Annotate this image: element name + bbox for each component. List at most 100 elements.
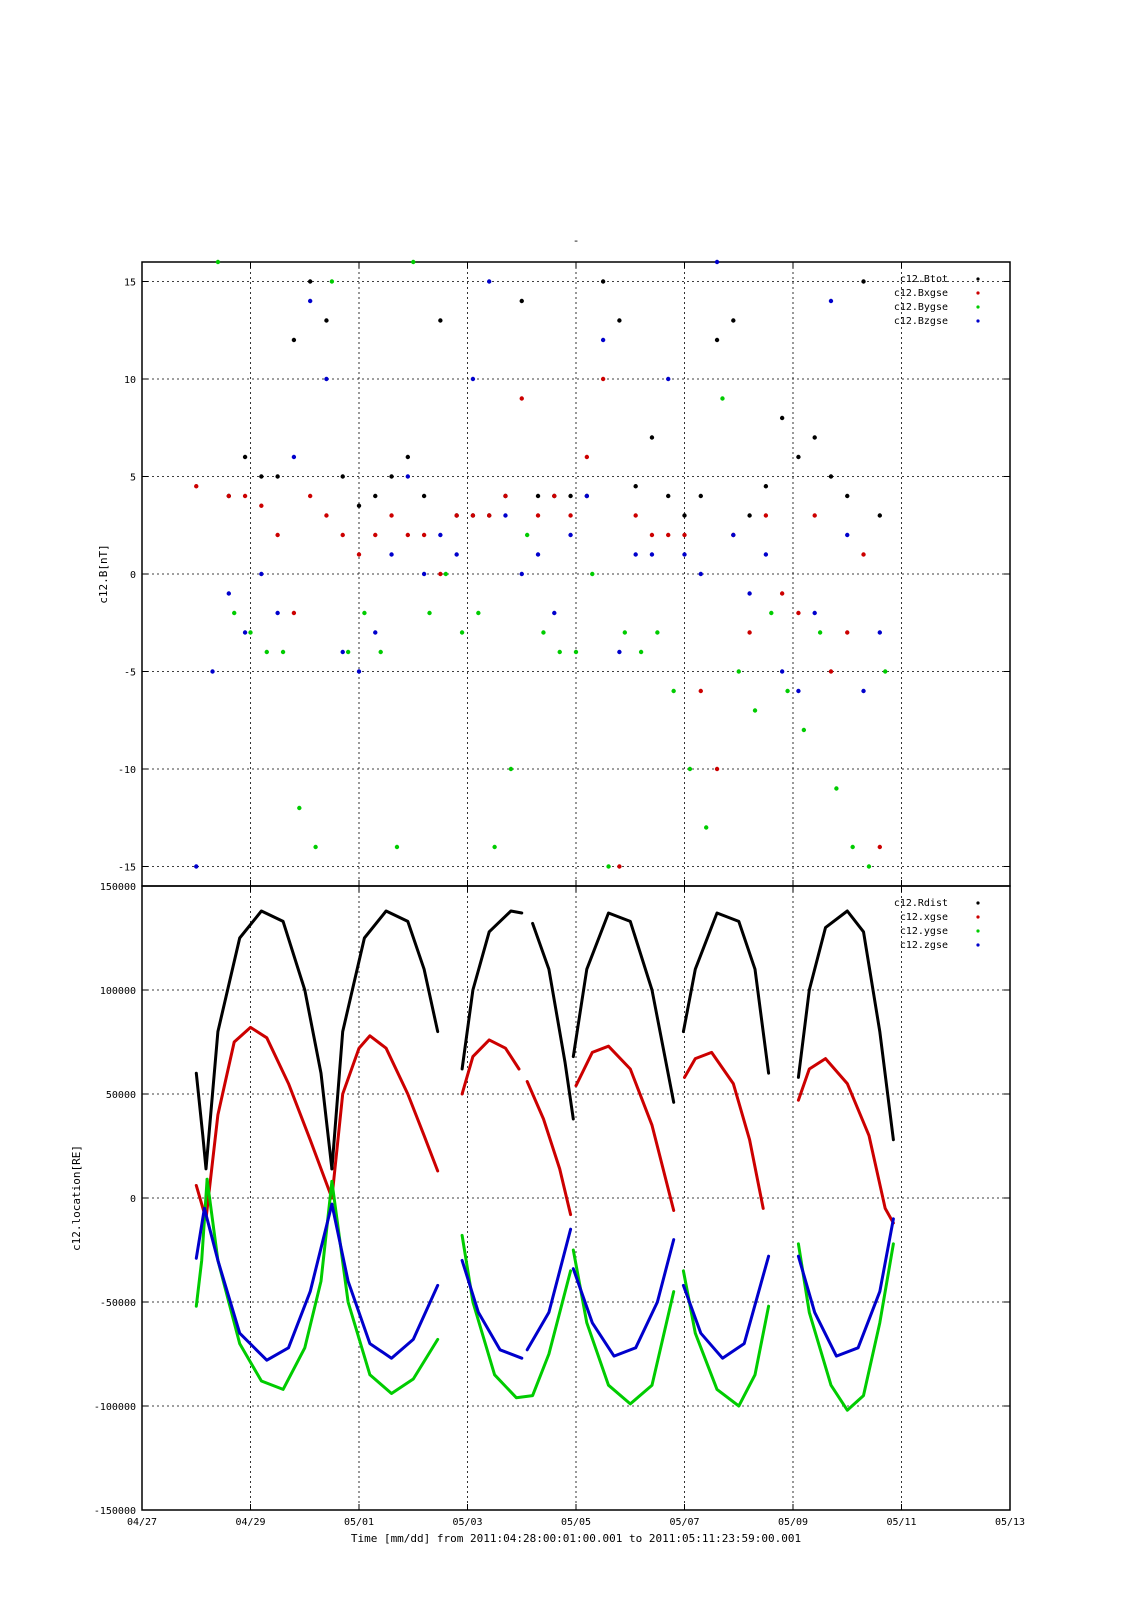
point-c12-Bygse	[606, 864, 611, 869]
point-c12-Btot	[731, 318, 736, 323]
point-c12-Btot	[438, 318, 443, 323]
point-c12-Bzgse	[535, 552, 541, 557]
legend-marker	[976, 277, 980, 281]
point-c12-Bygse	[557, 649, 562, 655]
point-c12-Bzgse	[861, 688, 866, 694]
point-c12-Bygse	[622, 630, 628, 635]
point-c12-Bzgse	[617, 649, 622, 655]
point-c12-Bygse	[313, 844, 318, 850]
point-c12-Bxgse	[649, 532, 655, 538]
point-c12-Bzgse	[568, 532, 573, 538]
point-c12-Bxgse	[633, 513, 638, 518]
point-c12-Bygse	[638, 649, 644, 655]
series-c12-Rdist-segment	[681, 911, 771, 1075]
point-c12-Btot	[259, 474, 264, 479]
bottom-y-tick-label: 150000	[100, 882, 136, 893]
point-c12-Bxgse	[796, 610, 801, 616]
point-c12-Btot	[600, 279, 606, 284]
point-c12-Bygse	[736, 669, 741, 674]
point-c12-Bzgse	[503, 513, 508, 518]
point-c12-Bzgse	[324, 376, 329, 382]
point-c12-Bzgse	[487, 279, 492, 284]
point-c12-Bzgse	[584, 493, 590, 499]
legend-marker	[976, 943, 980, 947]
point-c12-Bzgse	[812, 610, 817, 616]
point-c12-Bygse	[704, 825, 709, 830]
point-c12-Bzgse	[438, 532, 443, 538]
point-c12-Btot	[421, 493, 427, 499]
point-c12-Bzgse	[259, 571, 264, 577]
point-c12-Bzgse	[682, 552, 687, 557]
top-y-tick-label: -10	[118, 765, 136, 776]
point-c12-Bzgse	[828, 298, 834, 304]
point-c12-Btot	[845, 493, 850, 499]
point-c12-Bxgse	[307, 493, 313, 499]
series-c12-xgse-segment	[683, 1050, 765, 1210]
legend-label: c12.Bygse	[894, 302, 948, 313]
point-c12-Btot	[356, 503, 362, 508]
series-c12-xgse-segment	[574, 1044, 676, 1212]
legend-marker	[976, 305, 980, 309]
point-c12-Bxgse	[373, 532, 378, 538]
point-c12-Bygse	[866, 864, 872, 869]
point-c12-Bxgse	[812, 513, 817, 518]
point-c12-Bxgse	[877, 844, 882, 850]
point-c12-Btot	[714, 337, 720, 343]
x-axis-label: Time [mm/dd] from 2011:04:28:00:01:00.00…	[351, 1532, 801, 1545]
point-c12-Bxgse	[600, 376, 606, 382]
x-axis-ticks: 04/27 04/29 05/01 05/03 05/05 05/07 05/09 05/11…	[127, 1517, 1025, 1528]
point-c12-Bygse	[655, 630, 660, 635]
point-c12-Bygse	[671, 688, 676, 694]
point-c12-Bygse	[817, 630, 823, 635]
point-c12-Btot	[763, 484, 769, 489]
point-c12-Bxgse	[226, 493, 231, 499]
point-c12-Bxgse	[259, 503, 264, 508]
point-c12-Btot	[861, 279, 866, 284]
top-y-tick-label: 10	[124, 375, 136, 386]
point-c12-Btot	[633, 484, 638, 489]
series-c12-zgse-segment	[525, 1227, 573, 1352]
point-c12-Btot	[519, 298, 524, 304]
point-c12-Bxgse	[454, 513, 459, 518]
point-c12-Btot	[698, 493, 703, 499]
point-c12-Bygse	[362, 610, 367, 616]
series-c12-xgse-segment	[460, 1038, 521, 1096]
series-c12-Rdist-segment	[571, 911, 676, 1104]
x-tick-label: 05/01	[344, 1517, 374, 1528]
bottom-y-tick-label: 100000	[100, 986, 136, 997]
point-c12-Bxgse	[356, 552, 362, 557]
point-c12-Btot	[291, 337, 297, 343]
point-c12-Btot	[666, 493, 671, 499]
point-c12-Bygse	[508, 766, 514, 772]
point-c12-Bzgse	[747, 591, 752, 596]
point-c12-Bygse	[232, 610, 237, 616]
bottom-y-tick-label: -100000	[94, 1402, 136, 1413]
point-c12-Bygse	[850, 844, 855, 850]
legend-marker	[976, 901, 980, 905]
point-c12-Bzgse	[600, 337, 606, 343]
panel-bottom-legend: c12.Rdist c12.xgse c12.ygse c12.zgse	[894, 898, 980, 951]
panel-bottom-y-ticks: 150000 100000 50000 0 -50000 -100000 -150000	[94, 882, 136, 1517]
series-c12-xgse-segment	[525, 1080, 573, 1217]
point-c12-Btot	[373, 493, 378, 499]
series-c12-zgse-segment	[194, 1206, 206, 1260]
point-c12-Bzgse	[373, 630, 378, 635]
series-c12-zgse-segment	[330, 1202, 440, 1360]
series-c12-zgse-segment	[460, 1258, 524, 1360]
top-y-tick-label: 0	[130, 570, 136, 581]
legend-label: c12.Rdist	[894, 898, 948, 909]
point-c12-Bygse	[476, 610, 481, 616]
point-c12-Btot	[617, 318, 622, 323]
point-c12-Bygse	[329, 279, 335, 284]
point-c12-Bygse	[687, 766, 693, 772]
point-c12-Bxgse	[503, 493, 508, 499]
point-c12-Bygse	[264, 649, 269, 655]
x-tick-label: 04/27	[127, 1517, 157, 1528]
point-c12-Btot	[242, 454, 248, 460]
point-c12-Btot	[682, 513, 687, 518]
point-c12-Bxgse	[194, 484, 199, 489]
point-c12-Bygse	[280, 649, 286, 655]
series-c12-zgse-segment	[202, 1202, 334, 1362]
point-c12-Bxgse	[242, 493, 248, 499]
